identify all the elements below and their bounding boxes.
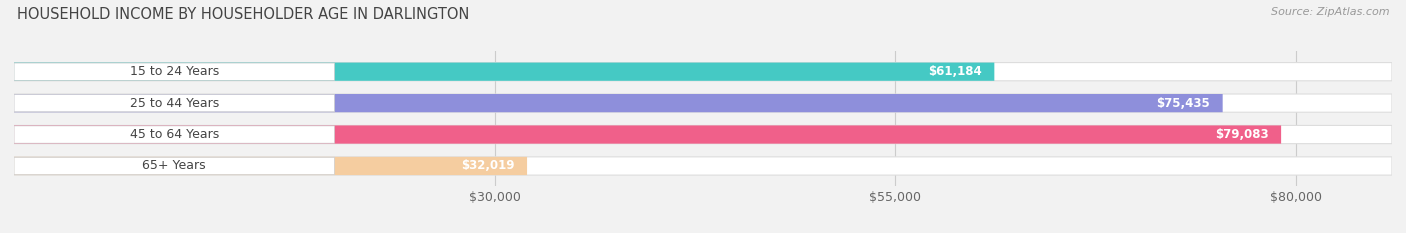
FancyBboxPatch shape [14,94,1392,112]
Text: $79,083: $79,083 [1215,128,1268,141]
FancyBboxPatch shape [14,157,527,175]
Text: Source: ZipAtlas.com: Source: ZipAtlas.com [1271,7,1389,17]
Text: 65+ Years: 65+ Years [142,159,207,172]
FancyBboxPatch shape [14,94,335,112]
Text: 25 to 44 Years: 25 to 44 Years [129,97,219,110]
FancyBboxPatch shape [14,126,335,143]
FancyBboxPatch shape [14,125,1392,144]
Text: HOUSEHOLD INCOME BY HOUSEHOLDER AGE IN DARLINGTON: HOUSEHOLD INCOME BY HOUSEHOLDER AGE IN D… [17,7,470,22]
FancyBboxPatch shape [14,157,335,175]
FancyBboxPatch shape [14,63,994,81]
FancyBboxPatch shape [14,94,1223,112]
Text: $75,435: $75,435 [1156,97,1209,110]
FancyBboxPatch shape [14,63,335,80]
Text: $32,019: $32,019 [461,159,515,172]
FancyBboxPatch shape [14,63,1392,81]
Text: 45 to 64 Years: 45 to 64 Years [129,128,219,141]
FancyBboxPatch shape [14,157,1392,175]
FancyBboxPatch shape [14,125,1281,144]
Text: 15 to 24 Years: 15 to 24 Years [129,65,219,78]
Text: $61,184: $61,184 [928,65,981,78]
